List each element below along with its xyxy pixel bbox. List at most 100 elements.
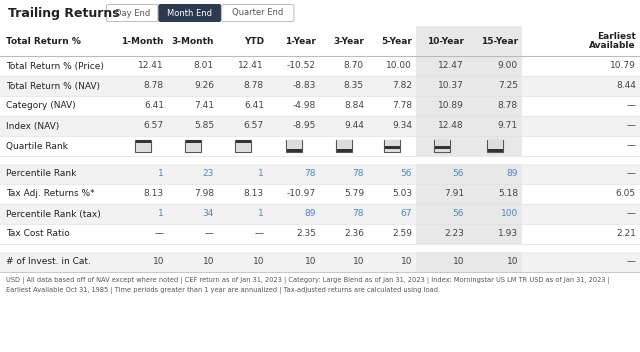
Text: 12.41: 12.41: [238, 62, 264, 70]
Text: 12.48: 12.48: [438, 121, 464, 131]
Text: 5-Year: 5-Year: [381, 37, 412, 45]
Text: -10.97: -10.97: [287, 189, 316, 199]
Bar: [488, 149, 502, 152]
Bar: [337, 140, 351, 143]
Bar: [468, 136, 522, 156]
Bar: [488, 146, 502, 149]
Text: 78: 78: [353, 209, 364, 219]
Bar: [416, 184, 468, 204]
Text: —: —: [627, 121, 636, 131]
Bar: [435, 140, 449, 143]
Text: 9.00: 9.00: [498, 62, 518, 70]
Bar: [0, 116, 640, 136]
Bar: [468, 164, 522, 184]
Bar: [336, 140, 352, 152]
Text: -8.95: -8.95: [292, 121, 316, 131]
Text: 8.78: 8.78: [498, 101, 518, 111]
Text: 2.23: 2.23: [444, 230, 464, 239]
Bar: [385, 140, 399, 143]
Bar: [0, 272, 640, 352]
Text: Earliest: Earliest: [597, 32, 636, 41]
Text: -10.52: -10.52: [287, 62, 316, 70]
Text: 8.78: 8.78: [244, 82, 264, 90]
Text: 8.35: 8.35: [344, 82, 364, 90]
Text: 56: 56: [401, 170, 412, 178]
Text: —: —: [627, 258, 636, 266]
Bar: [416, 252, 468, 272]
Text: 2.59: 2.59: [392, 230, 412, 239]
Bar: [385, 143, 399, 146]
Text: 10: 10: [452, 258, 464, 266]
Text: 7.78: 7.78: [392, 101, 412, 111]
Bar: [236, 140, 250, 143]
Text: Quartile Rank: Quartile Rank: [6, 142, 68, 151]
Bar: [236, 143, 250, 146]
Bar: [135, 140, 151, 152]
Text: 7.98: 7.98: [194, 189, 214, 199]
Text: 8.01: 8.01: [194, 62, 214, 70]
Text: Total Return % (NAV): Total Return % (NAV): [6, 82, 100, 90]
Bar: [186, 143, 200, 146]
Text: -4.98: -4.98: [292, 101, 316, 111]
Text: 6.57: 6.57: [244, 121, 264, 131]
Bar: [0, 26, 640, 56]
Bar: [468, 204, 522, 224]
Text: 6.57: 6.57: [144, 121, 164, 131]
Text: 8.44: 8.44: [616, 82, 636, 90]
Bar: [136, 149, 150, 152]
Text: Month End: Month End: [167, 8, 212, 18]
Bar: [0, 56, 640, 76]
Bar: [185, 140, 201, 152]
FancyBboxPatch shape: [106, 5, 158, 21]
Text: 10: 10: [152, 258, 164, 266]
Text: 8.13: 8.13: [144, 189, 164, 199]
Bar: [0, 164, 640, 184]
Text: 5.18: 5.18: [498, 189, 518, 199]
Bar: [468, 184, 522, 204]
Bar: [416, 116, 468, 136]
Bar: [136, 146, 150, 149]
Text: 56: 56: [452, 170, 464, 178]
Bar: [0, 136, 640, 156]
Bar: [186, 149, 200, 152]
Bar: [286, 140, 302, 152]
Text: 34: 34: [203, 209, 214, 219]
Text: Available: Available: [589, 41, 636, 50]
Text: 10.37: 10.37: [438, 82, 464, 90]
Text: 8.84: 8.84: [344, 101, 364, 111]
Text: —: —: [205, 230, 214, 239]
Text: —: —: [255, 230, 264, 239]
Bar: [0, 204, 640, 224]
Bar: [0, 76, 640, 96]
Text: 23: 23: [203, 170, 214, 178]
Text: 67: 67: [401, 209, 412, 219]
Text: Percentile Rank (tax): Percentile Rank (tax): [6, 209, 100, 219]
Text: 10: 10: [401, 258, 412, 266]
Bar: [287, 140, 301, 143]
Text: 1: 1: [158, 170, 164, 178]
Text: 1: 1: [158, 209, 164, 219]
Text: 10: 10: [202, 258, 214, 266]
Bar: [186, 146, 200, 149]
Bar: [0, 184, 640, 204]
Text: Day End: Day End: [115, 8, 150, 18]
Bar: [435, 146, 449, 149]
Text: 7.41: 7.41: [194, 101, 214, 111]
Text: 78: 78: [353, 170, 364, 178]
Bar: [337, 143, 351, 146]
Bar: [337, 149, 351, 152]
Text: 5.79: 5.79: [344, 189, 364, 199]
Bar: [416, 224, 468, 244]
Bar: [235, 140, 251, 152]
Text: 9.44: 9.44: [344, 121, 364, 131]
Text: —: —: [627, 142, 636, 151]
Bar: [136, 143, 150, 146]
Bar: [416, 76, 468, 96]
Bar: [136, 140, 150, 143]
Text: 3-Year: 3-Year: [333, 37, 364, 45]
Text: 12.41: 12.41: [138, 62, 164, 70]
Bar: [236, 149, 250, 152]
Text: Total Return %: Total Return %: [6, 37, 81, 45]
Text: 1: 1: [259, 209, 264, 219]
Bar: [337, 146, 351, 149]
